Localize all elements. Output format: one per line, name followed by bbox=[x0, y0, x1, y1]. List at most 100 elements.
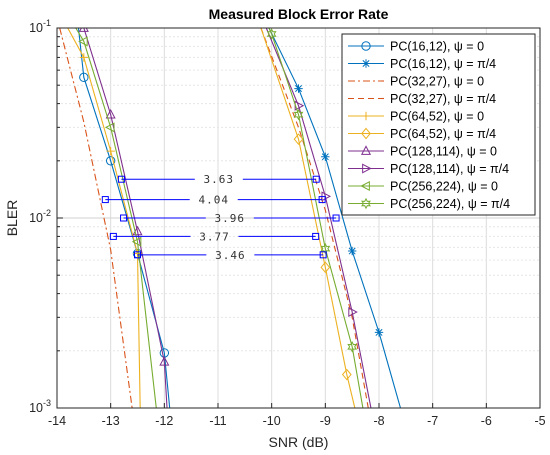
annotation-label: 3.46 bbox=[215, 249, 246, 262]
annotation-label: 4.04 bbox=[198, 194, 229, 207]
annotation-label: 3.63 bbox=[204, 173, 235, 186]
legend-entry: PC(128,114), ψ = π/4 bbox=[348, 162, 509, 176]
axis-ticks: -14 -13 -12 -11 -10 -9 -8 -7 -6 -5 10-3 10-2 10-1 bbox=[29, 18, 546, 428]
legend-marker bbox=[361, 59, 371, 68]
series-line bbox=[75, 28, 157, 408]
data-point bbox=[348, 306, 358, 318]
legend-label: PC(16,12), ψ = π/4 bbox=[390, 57, 496, 71]
x-tick-label: -8 bbox=[373, 414, 384, 428]
legend-label: PC(128,114), ψ = 0 bbox=[390, 145, 497, 159]
annotation-label: 3.96 bbox=[215, 212, 246, 225]
data-point bbox=[105, 108, 116, 119]
series-6 bbox=[260, 28, 356, 408]
annotation-marker bbox=[117, 175, 125, 183]
annotation-group: 3.63 4.04 3.96 3.77 3.46 bbox=[101, 173, 340, 262]
legend-entry: PC(16,12), ψ = 0 bbox=[348, 40, 484, 54]
y-tick-label: 10-2 bbox=[29, 208, 51, 225]
annotation-2: 4.04 bbox=[101, 194, 326, 207]
legend-marker bbox=[361, 127, 371, 140]
series-line bbox=[59, 28, 133, 408]
data-point bbox=[266, 28, 277, 40]
data-point bbox=[347, 341, 358, 353]
legend-marker bbox=[361, 197, 371, 210]
data-point bbox=[159, 356, 170, 366]
legend-entry: PC(32,27), ψ = 0 bbox=[348, 75, 484, 89]
legend-label: PC(256,224), ψ = π/4 bbox=[390, 197, 510, 211]
data-point bbox=[78, 28, 89, 32]
data-point bbox=[321, 152, 330, 161]
annotation-marker bbox=[120, 214, 128, 222]
x-tick-label: -12 bbox=[155, 414, 173, 428]
x-tick-label: -14 bbox=[48, 414, 66, 428]
series-9 bbox=[75, 28, 157, 408]
data-point bbox=[106, 146, 115, 156]
x-tick-label: -11 bbox=[209, 414, 226, 428]
legend-marker bbox=[361, 111, 371, 121]
series-line bbox=[260, 28, 356, 408]
annotation-marker bbox=[109, 232, 117, 240]
series-2 bbox=[268, 28, 401, 408]
annotation-marker bbox=[101, 196, 109, 204]
y-tick-label: 10-1 bbox=[29, 18, 51, 35]
data-point bbox=[341, 368, 352, 381]
annotation-marker bbox=[332, 214, 340, 222]
data-point bbox=[293, 108, 304, 121]
annotation-marker bbox=[318, 196, 326, 204]
legend-entry: PC(64,52), ψ = 0 bbox=[348, 110, 484, 124]
data-point bbox=[79, 53, 89, 62]
legend-label: PC(32,27), ψ = 0 bbox=[390, 75, 484, 89]
annotation-3: 3.96 bbox=[120, 212, 340, 225]
legend-marker bbox=[361, 41, 371, 51]
legend-marker bbox=[360, 145, 372, 155]
y-axis-label: BLER bbox=[4, 200, 20, 237]
series-3 bbox=[59, 28, 133, 408]
legend-label: PC(64,52), ψ = 0 bbox=[390, 110, 484, 124]
data-point bbox=[347, 246, 357, 256]
annotation-marker bbox=[312, 175, 320, 183]
legend-box bbox=[341, 33, 536, 216]
annotation-label: 3.77 bbox=[199, 230, 230, 243]
data-point bbox=[320, 242, 331, 255]
legend-label: PC(256,224), ψ = 0 bbox=[390, 180, 498, 194]
data-point bbox=[374, 328, 384, 337]
series-line bbox=[75, 28, 168, 408]
legend-entry: PC(64,52), ψ = π/4 bbox=[348, 127, 496, 141]
series-10 bbox=[266, 28, 364, 408]
annotation-5: 3.46 bbox=[134, 249, 327, 262]
series-line bbox=[268, 28, 364, 408]
data-point bbox=[105, 156, 116, 166]
x-tick-label: -5 bbox=[534, 414, 545, 428]
x-tick-label: -7 bbox=[427, 414, 438, 428]
data-point bbox=[104, 122, 115, 133]
data-point bbox=[78, 36, 88, 47]
x-tick-label: -9 bbox=[320, 414, 331, 428]
annotation-marker bbox=[319, 251, 327, 259]
legend-marker bbox=[360, 180, 370, 192]
annotation-1: 3.63 bbox=[117, 173, 320, 186]
annotation-marker bbox=[134, 251, 141, 259]
x-tick-label: -13 bbox=[102, 414, 120, 428]
series-line bbox=[77, 28, 171, 408]
annotation-marker bbox=[312, 232, 320, 240]
annotation-4: 3.77 bbox=[109, 230, 320, 243]
data-point bbox=[293, 133, 304, 145]
data-point bbox=[131, 236, 142, 247]
legend-label: PC(128,114), ψ = π/4 bbox=[390, 162, 509, 176]
x-axis-label: SNR (dB) bbox=[269, 434, 329, 450]
legend: PC(16,12), ψ = 0 PC(16,12), ψ = π/4 PC(32,… bbox=[341, 33, 536, 216]
series-line bbox=[260, 28, 369, 408]
legend-entry: PC(32,27), ψ = π/4 bbox=[348, 92, 496, 106]
data-point bbox=[294, 84, 303, 93]
legend-marker bbox=[362, 163, 372, 174]
legend-entry: PC(256,224), ψ = π/4 bbox=[348, 197, 510, 211]
legend-entry: PC(256,224), ψ = 0 bbox=[348, 180, 498, 194]
x-tick-label: -10 bbox=[263, 414, 281, 428]
data-point bbox=[79, 72, 89, 83]
legend-label: PC(64,52), ψ = π/4 bbox=[390, 127, 496, 141]
legend-entry: PC(16,12), ψ = π/4 bbox=[348, 57, 496, 71]
series-line bbox=[268, 28, 401, 408]
chart-title: Measured Block Error Rate bbox=[209, 6, 389, 22]
legend-label: PC(32,27), ψ = π/4 bbox=[390, 92, 496, 106]
legend-entry: PC(128,114), ψ = 0 bbox=[348, 145, 497, 159]
